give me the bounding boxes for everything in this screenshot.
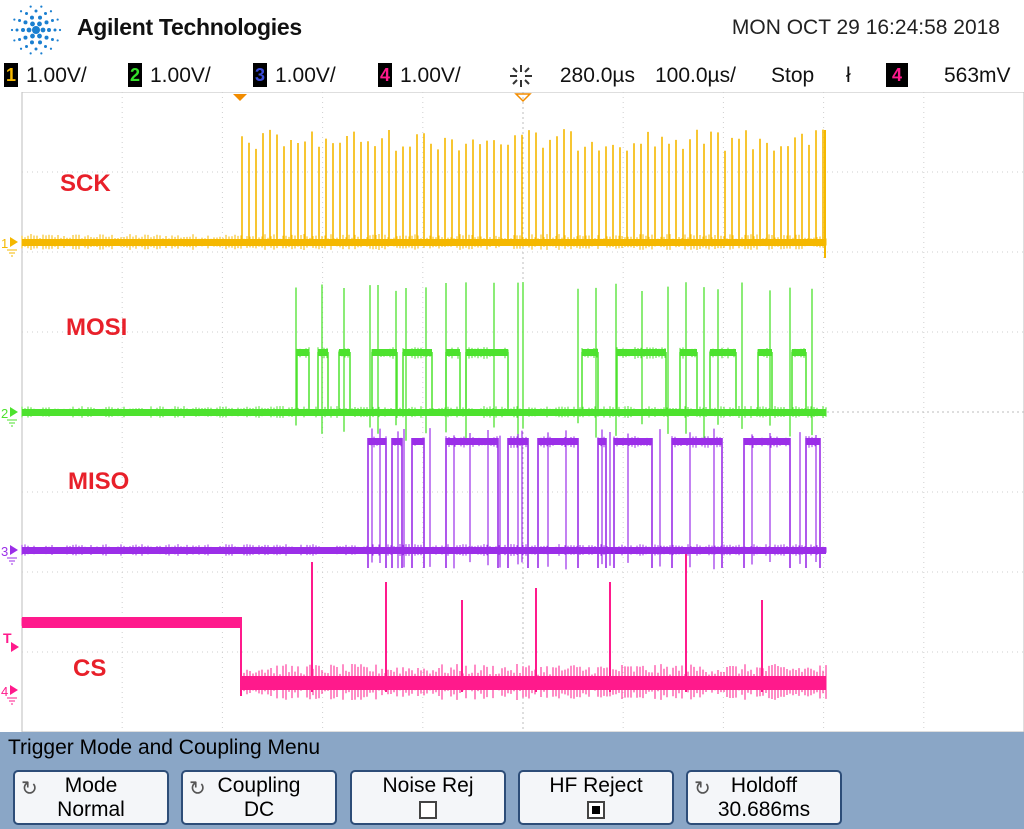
miso-label: MISO — [68, 468, 130, 495]
header: Agilent Technologies MON OCT 29 16:24:58… — [0, 0, 1024, 60]
svg-text:3: 3 — [1, 544, 8, 559]
rotate-knob-icon: ↻ — [189, 778, 206, 800]
ch2-scale[interactable]: 2 1.00V/ — [128, 63, 211, 89]
ch4-number: 4 — [378, 63, 392, 87]
ch1-scale-value: 1.00V/ — [26, 64, 87, 87]
run-state[interactable]: Stop — [771, 64, 815, 87]
svg-text:2: 2 — [1, 406, 8, 421]
sck-trace — [21, 129, 827, 258]
ch1-scale[interactable]: 1 1.00V/ — [4, 63, 87, 89]
ch3-ground-marker[interactable]: 3 — [1, 544, 18, 565]
ch3-scale-value: 1.00V/ — [275, 64, 336, 87]
mode-softkey[interactable]: ↻ Mode Normal — [13, 770, 169, 825]
trigger-level-marker[interactable]: T — [3, 630, 19, 652]
mode-label: Mode — [64, 774, 118, 797]
waveform-canvas: 1 2 3 4 T — [1, 92, 1024, 732]
svg-text:4: 4 — [1, 684, 8, 699]
agilent-spark-icon — [10, 5, 62, 55]
ch1-ground-marker[interactable]: 1 — [1, 236, 18, 257]
rotate-knob-icon: ↻ — [21, 778, 38, 800]
noise-rej-softkey[interactable]: Noise Rej — [350, 770, 506, 825]
mode-value: Normal — [57, 798, 125, 821]
hf-reject-label: HF Reject — [549, 774, 643, 797]
ch2-scale-value: 1.00V/ — [150, 64, 211, 87]
holdoff-label: Holdoff — [730, 774, 798, 797]
sck-label: SCK — [60, 170, 111, 197]
delay-readout[interactable]: 280.0µs — [508, 63, 635, 89]
coupling-label: Coupling — [217, 774, 301, 797]
delay-value: 280.0µs — [559, 64, 635, 87]
datetime: MON OCT 29 16:24:58 2018 — [731, 16, 1000, 39]
hf-reject-checkbox[interactable] — [587, 801, 605, 819]
ch4-scale[interactable]: 4 1.00V/ — [378, 63, 461, 89]
hf-reject-softkey[interactable]: HF Reject — [518, 770, 674, 825]
trigger-source[interactable]: 4 — [886, 63, 916, 89]
brand-name: Agilent Technologies — [77, 14, 302, 40]
miso-trace — [21, 428, 827, 570]
ch2-number: 2 — [128, 63, 142, 87]
status-bar: 1 1.00V/ 2 1.00V/ 3 1.00V/ 4 1.00V/ 280.0µs … — [0, 60, 1024, 92]
noise-rej-label: Noise Rej — [382, 774, 474, 797]
ch4-ground-marker[interactable]: 4 — [1, 684, 18, 705]
menu-title: Trigger Mode and Coupling Menu — [8, 736, 321, 759]
svg-text:T: T — [3, 630, 12, 646]
coupling-softkey[interactable]: ↻ Coupling DC — [181, 770, 337, 825]
trigger-mode-menu: Trigger Mode and Coupling Menu ↻ Mode No… — [0, 732, 1024, 829]
ch1-number: 1 — [4, 63, 18, 87]
ch4-scale-value: 1.00V/ — [400, 64, 461, 87]
ch2-ground-marker[interactable]: 2 — [1, 406, 18, 427]
ch3-number: 3 — [253, 63, 267, 87]
horizontal-delay-icon — [510, 65, 532, 87]
rotate-knob-icon: ↻ — [694, 778, 711, 800]
coupling-value: DC — [243, 798, 275, 821]
holdoff-softkey[interactable]: ↻ Holdoff 30.686ms — [686, 770, 842, 825]
noise-rej-checkbox[interactable] — [419, 801, 437, 819]
trigger-channel: 4 — [886, 63, 908, 87]
svg-text:1: 1 — [1, 236, 8, 251]
cs-trace — [21, 554, 827, 700]
mosi-trace — [21, 282, 827, 441]
trigger-level[interactable]: 563mV — [944, 64, 1011, 87]
timebase-readout[interactable]: 100.0µs/ — [655, 64, 736, 87]
trigger-slope-icon: ł — [846, 64, 851, 87]
cs-label: CS — [73, 655, 107, 682]
waveform-display[interactable]: 1 2 3 4 T SCK MOSI MISO CS — [0, 92, 1024, 732]
ch3-scale[interactable]: 3 1.00V/ — [253, 63, 336, 89]
mosi-label: MOSI — [66, 314, 128, 341]
holdoff-value: 30.686ms — [717, 798, 811, 821]
